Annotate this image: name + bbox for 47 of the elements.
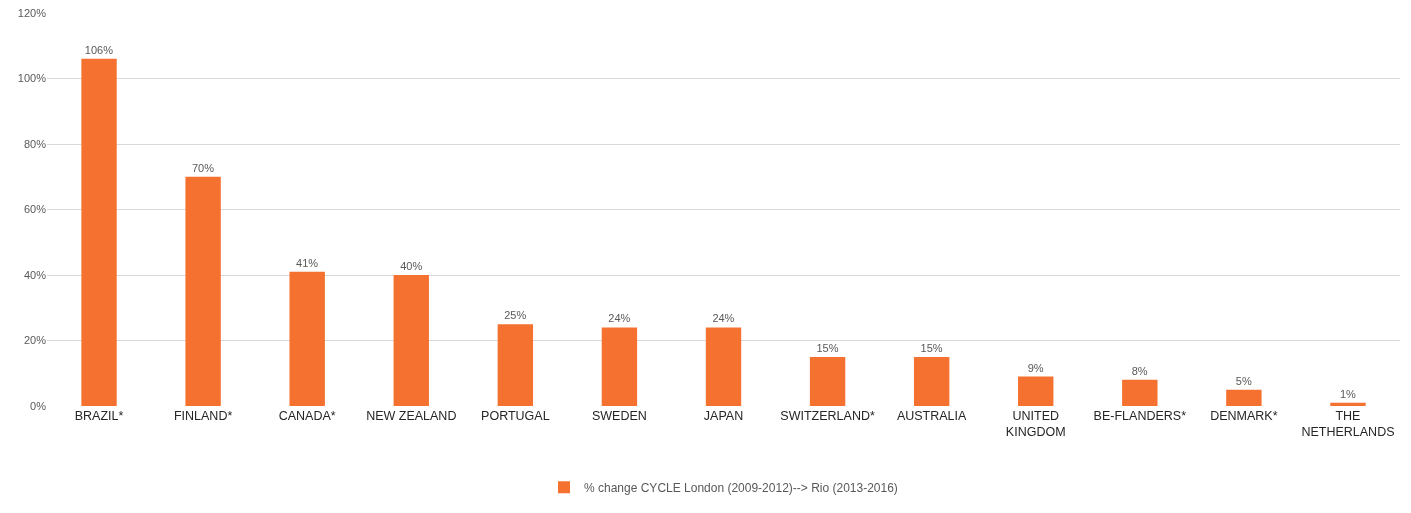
y-tick-label: 40% <box>23 268 47 281</box>
x-tick-label: SWITZERLAND* <box>780 408 875 423</box>
x-tick-label: BE-FLANDERS* <box>1093 408 1187 423</box>
bar <box>1226 389 1262 406</box>
bar <box>393 275 429 406</box>
bar <box>1122 379 1158 406</box>
y-tick-label: 20% <box>23 334 47 347</box>
bar <box>497 324 534 406</box>
data-label: 1% <box>1339 387 1357 400</box>
bar <box>601 327 638 406</box>
data-label: 41% <box>296 256 319 269</box>
data-label: 15% <box>920 341 943 354</box>
y-tick-label: 60% <box>23 203 47 216</box>
bar <box>289 271 325 406</box>
data-label: 15% <box>816 341 839 354</box>
data-label: 24% <box>712 312 735 325</box>
x-tick-label: UNITED KINGDOM <box>1005 408 1066 439</box>
bar <box>809 356 846 406</box>
x-tick-label: PORTUGAL <box>481 408 550 423</box>
bar <box>913 356 950 406</box>
data-label: 106% <box>84 43 114 56</box>
y-tick-label: 100% <box>17 72 47 85</box>
legend-label: % change CYCLE London (2009-2012)--> Rio (2013-2016) <box>584 480 898 495</box>
bar <box>1018 376 1054 406</box>
data-label: 40% <box>400 260 423 272</box>
data-label: 8% <box>1131 364 1148 377</box>
x-tick-label: CANADA* <box>278 408 336 423</box>
y-tick-label: 80% <box>23 137 47 150</box>
data-label: 9% <box>1027 361 1044 374</box>
x-tick-label: BRAZIL* <box>74 408 124 423</box>
x-tick-label: AUSTRALIA <box>896 408 968 423</box>
data-label: 24% <box>608 312 631 325</box>
bar <box>81 58 117 406</box>
y-tick-label: 0% <box>30 399 47 412</box>
x-tick-label: DENMARK* <box>1210 408 1278 423</box>
bar <box>185 176 221 406</box>
x-tick-label: SWEDEN <box>591 408 647 423</box>
bar <box>1330 402 1366 406</box>
x-tick-label: FINLAND* <box>173 408 233 423</box>
y-tick-label: 120% <box>17 6 47 19</box>
data-label: 70% <box>192 161 215 174</box>
data-label: 25% <box>504 309 527 322</box>
data-label: 5% <box>1235 374 1252 387</box>
x-tick-label: NEW ZEALAND <box>366 408 457 423</box>
x-tick-label: THE NETHERLANDS <box>1301 408 1395 439</box>
bar <box>705 327 742 406</box>
x-tick-label: JAPAN <box>703 408 744 423</box>
